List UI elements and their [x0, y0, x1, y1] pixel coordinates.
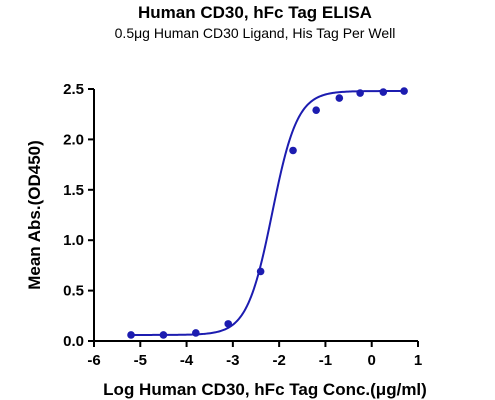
x-tick-label: -3 [226, 352, 239, 369]
y-tick-label: 1.5 [63, 182, 84, 199]
data-point [379, 88, 388, 96]
y-axis-title: Mean Abs.(OD450) [25, 140, 44, 290]
data-point [335, 94, 344, 102]
y-tick-label: 1.0 [63, 232, 84, 249]
x-axis-title: Log Human CD30, hFc Tag Conc.(μg/ml) [103, 380, 427, 399]
data-point [256, 267, 265, 276]
y-tick-label: 2.0 [63, 131, 84, 148]
data-point [312, 106, 320, 114]
data-point [224, 320, 233, 328]
data-point [159, 331, 168, 339]
x-tick-label: -2 [272, 352, 285, 369]
data-point [289, 146, 297, 155]
data-point [127, 331, 135, 339]
y-tick-label: 0.0 [63, 333, 84, 350]
y-tick-label: 2.5 [63, 81, 84, 98]
x-tick-label: -5 [134, 352, 147, 369]
x-tick-label: -1 [319, 352, 332, 369]
fit-curve [131, 90, 405, 336]
x-tick-label: 1 [414, 352, 422, 369]
plot-area: -6 -5 -4 -3 -2 -1 0 1 0.0 0.5 1.0 1.5 2.0 2.5 [63, 81, 422, 369]
chart-subtitle: 0.5μg Human CD30 Ligand, His Tag Per Wel… [115, 25, 396, 41]
chart-title: Human CD30, hFc Tag ELISA [138, 3, 372, 22]
data-point [356, 89, 364, 97]
x-tick-label: -4 [180, 352, 194, 369]
x-tick-label: -6 [87, 352, 100, 369]
data-point [192, 329, 200, 337]
y-tick-label: 0.5 [63, 283, 84, 300]
data-point [400, 87, 408, 95]
x-tick-label: 0 [368, 352, 376, 369]
